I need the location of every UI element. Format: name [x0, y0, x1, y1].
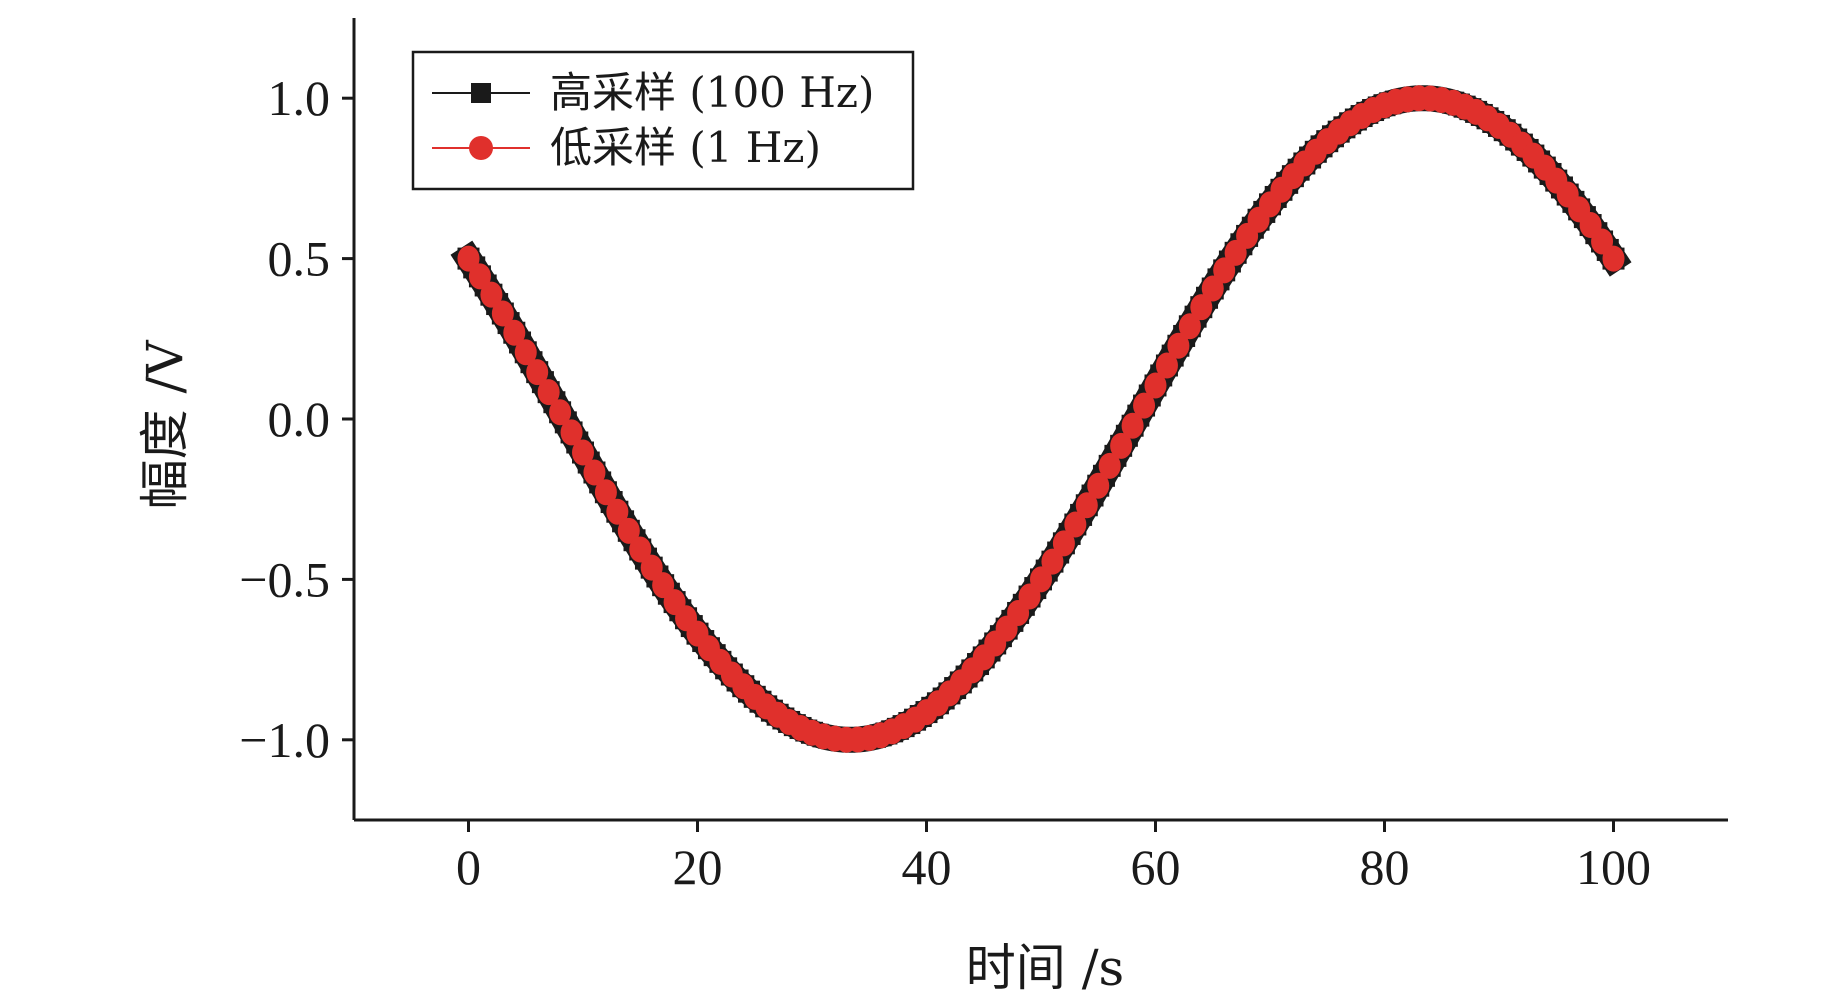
series-low-point [1064, 511, 1087, 538]
legend-marker-circle [469, 136, 493, 160]
series-low-point [572, 439, 594, 466]
series-low-point [1190, 294, 1213, 321]
series-low-point [1144, 372, 1167, 399]
series-low-point [1213, 257, 1236, 284]
y-tick-label: 1.0 [268, 70, 331, 126]
series-low-point [1178, 313, 1201, 340]
x-tick-label: 40 [902, 839, 952, 895]
series-high-band [450, 85, 1632, 753]
series-low-point [480, 281, 503, 308]
series-low-point [629, 536, 652, 563]
x-tick-label: 60 [1131, 839, 1181, 895]
series-low-point [1167, 332, 1190, 359]
series-low-point [1041, 548, 1064, 575]
legend-label-high: 高采样 (100 Hz) [550, 68, 874, 117]
series-low-point [1087, 472, 1110, 499]
ticks: 0 20 40 60 80 100 −1.0 −0.5 0.0 0.5 1.0 [239, 70, 1651, 895]
series-low-point [1201, 275, 1224, 302]
series-low-point [1052, 530, 1075, 557]
series-low-point [606, 498, 629, 525]
series-low-point [560, 419, 583, 446]
y-tick-label: −0.5 [239, 551, 330, 607]
y-tick-label: 0.5 [268, 231, 331, 287]
x-tick-label: 20 [673, 839, 723, 895]
series-low-point [1133, 392, 1156, 419]
series-low-line [467, 97, 1615, 741]
series-low-point [526, 359, 549, 386]
series-low-point [1075, 492, 1098, 519]
series-low-point [1155, 352, 1178, 379]
x-tick-label: 100 [1576, 839, 1651, 895]
plot-marks [450, 85, 1632, 753]
series-low-point [503, 319, 526, 346]
series-low-point [583, 459, 606, 486]
series-low-point [457, 245, 480, 272]
series-low-point [537, 379, 560, 406]
y-tick-label: 0.0 [268, 391, 331, 447]
legend-box [411, 50, 915, 191]
series-low-point [1098, 452, 1121, 479]
series-low-point [617, 517, 640, 544]
series-low-point [468, 263, 491, 290]
series-low-point [549, 399, 572, 426]
series-low-point [1602, 245, 1625, 272]
legend-marker-square [471, 83, 491, 103]
series-low [457, 85, 1625, 753]
series-low-point [1110, 432, 1133, 459]
x-tick-label: 0 [456, 839, 481, 895]
series-low-point [1121, 412, 1144, 439]
legend: 高采样 (100 Hz) 低采样 (1 Hz) [411, 50, 915, 191]
series-low-point [491, 300, 514, 327]
y-axis-title: 幅度 /V [136, 340, 194, 510]
x-axis-title: 时间 /s [966, 939, 1124, 992]
x-tick-label: 80 [1360, 839, 1410, 895]
legend-label-low: 低采样 (1 Hz) [550, 123, 821, 172]
series-low-point [514, 339, 537, 366]
series-low-point [640, 554, 663, 581]
y-tick-label: −1.0 [239, 712, 330, 768]
series-low-point [1030, 566, 1052, 593]
series-low-point [594, 479, 617, 506]
